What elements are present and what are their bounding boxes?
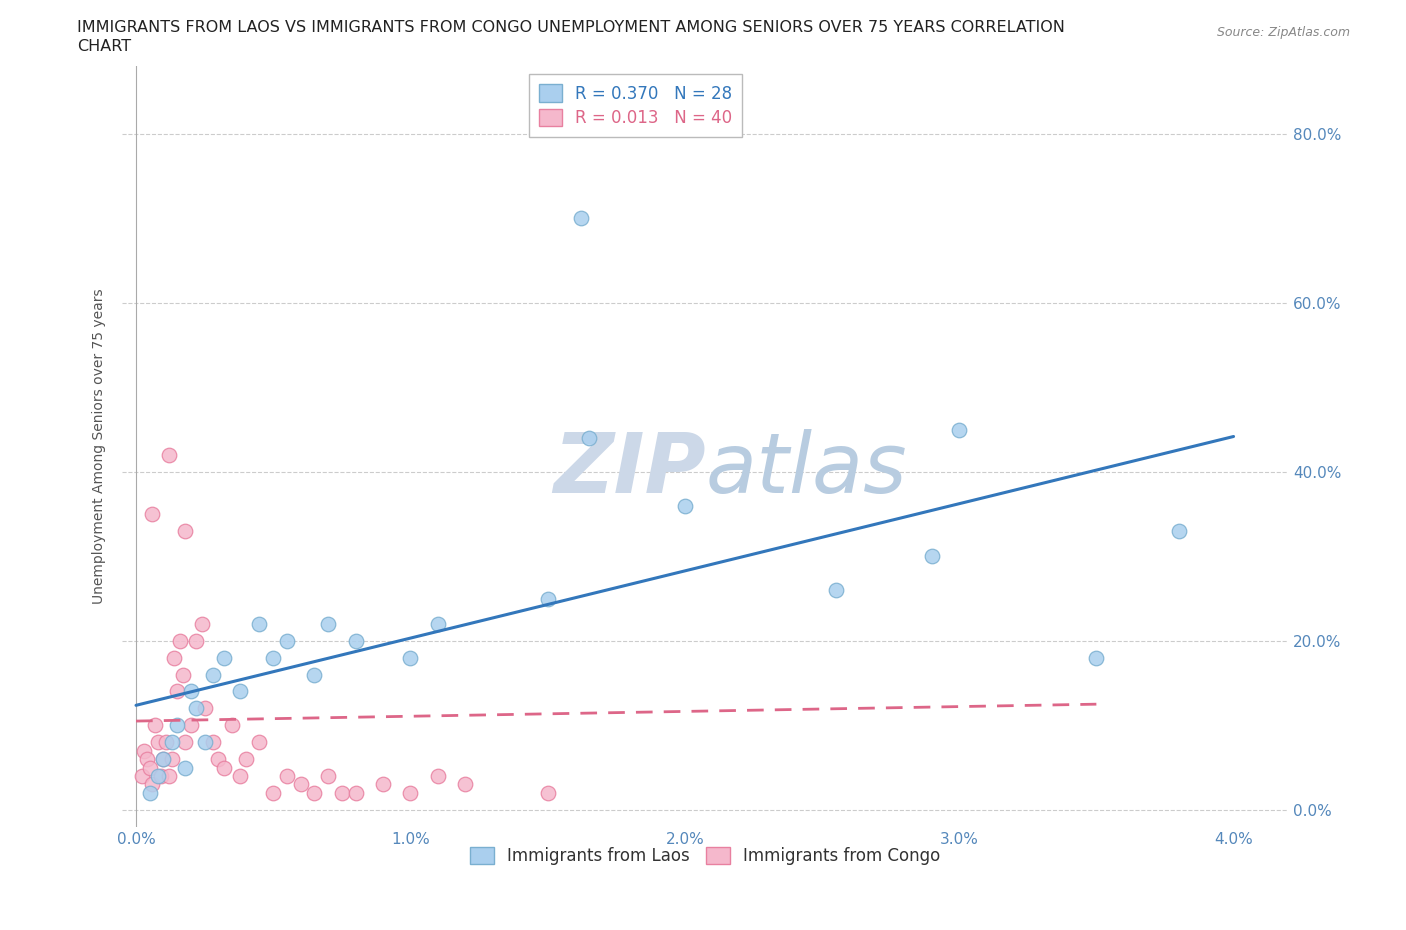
Point	[201, 667, 224, 682]
Text: atlas: atlas	[706, 429, 907, 510]
Point	[139, 760, 162, 775]
Point	[399, 786, 422, 801]
Point	[371, 777, 394, 791]
Point	[454, 777, 477, 791]
Point	[143, 718, 166, 733]
Point	[157, 447, 180, 462]
Point	[166, 684, 188, 699]
Point	[186, 701, 208, 716]
Point	[141, 777, 163, 791]
Y-axis label: Unemployment Among Seniors over 75 years: Unemployment Among Seniors over 75 years	[93, 288, 107, 604]
Point	[212, 760, 235, 775]
Point	[160, 751, 183, 766]
Point	[212, 650, 235, 665]
Point	[163, 650, 186, 665]
Point	[174, 760, 197, 775]
Point	[235, 751, 257, 766]
Point	[180, 684, 202, 699]
Point	[174, 735, 197, 750]
Text: Source: ZipAtlas.com: Source: ZipAtlas.com	[1216, 26, 1350, 39]
Point	[536, 591, 558, 606]
Text: ZIP: ZIP	[553, 429, 706, 510]
Point	[262, 650, 284, 665]
Point	[149, 768, 172, 783]
Point	[316, 617, 339, 631]
Point	[316, 768, 339, 783]
Point	[194, 735, 217, 750]
Text: CHART: CHART	[77, 39, 131, 54]
Point	[136, 751, 159, 766]
Point	[426, 617, 449, 631]
Point	[172, 667, 194, 682]
Point	[180, 718, 202, 733]
Point	[290, 777, 312, 791]
Point	[824, 583, 846, 598]
Point	[221, 718, 243, 733]
Point	[191, 617, 214, 631]
Point	[1085, 650, 1108, 665]
Text: IMMIGRANTS FROM LAOS VS IMMIGRANTS FROM CONGO UNEMPLOYMENT AMONG SENIORS OVER 75: IMMIGRANTS FROM LAOS VS IMMIGRANTS FROM …	[77, 20, 1066, 35]
Point	[344, 786, 367, 801]
Point	[249, 617, 271, 631]
Point	[169, 633, 191, 648]
Point	[536, 786, 558, 801]
Point	[921, 549, 943, 564]
Point	[194, 701, 217, 716]
Point	[578, 431, 600, 445]
Point	[330, 786, 353, 801]
Point	[276, 633, 298, 648]
Point	[304, 667, 326, 682]
Point	[141, 507, 163, 522]
Point	[155, 735, 177, 750]
Point	[569, 211, 592, 226]
Point	[249, 735, 271, 750]
Point	[304, 786, 326, 801]
Point	[146, 768, 169, 783]
Point	[1167, 524, 1189, 538]
Point	[229, 684, 252, 699]
Point	[344, 633, 367, 648]
Point	[134, 743, 156, 758]
Point	[186, 633, 208, 648]
Point	[131, 768, 153, 783]
Point	[399, 650, 422, 665]
Point	[262, 786, 284, 801]
Point	[174, 524, 197, 538]
Point	[948, 422, 970, 437]
Point	[160, 735, 183, 750]
Point	[157, 768, 180, 783]
Point	[426, 768, 449, 783]
Point	[229, 768, 252, 783]
Point	[166, 718, 188, 733]
Point	[152, 751, 174, 766]
Point	[201, 735, 224, 750]
Point	[146, 735, 169, 750]
Point	[207, 751, 229, 766]
Point	[276, 768, 298, 783]
Point	[673, 498, 696, 513]
Legend: Immigrants from Laos, Immigrants from Congo: Immigrants from Laos, Immigrants from Co…	[464, 840, 948, 871]
Point	[139, 786, 162, 801]
Point	[152, 751, 174, 766]
